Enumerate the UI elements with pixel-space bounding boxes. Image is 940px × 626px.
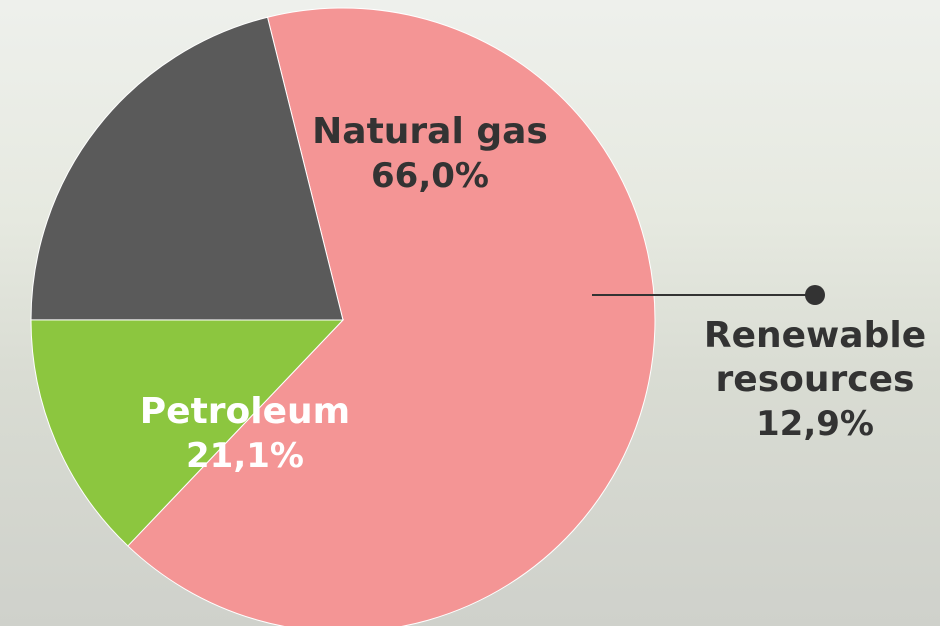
leader-dot (805, 285, 825, 305)
value-label: 66,0% (371, 156, 489, 196)
slice-label: Petroleum 21,1% (110, 390, 380, 478)
category-label: Natural gas (312, 111, 548, 152)
value-label: 21,1% (186, 436, 304, 476)
slice-label: Renewable resources 12,9% (690, 314, 940, 446)
value-label: 12,9% (756, 404, 874, 444)
pie-slice (30, 16, 344, 321)
category-label: Petroleum (139, 391, 351, 432)
pie-slice (30, 319, 345, 547)
pie-slice (127, 7, 656, 626)
category-label: Renewable resources (703, 315, 927, 400)
slice-label: Natural gas 66,0% (290, 110, 570, 198)
